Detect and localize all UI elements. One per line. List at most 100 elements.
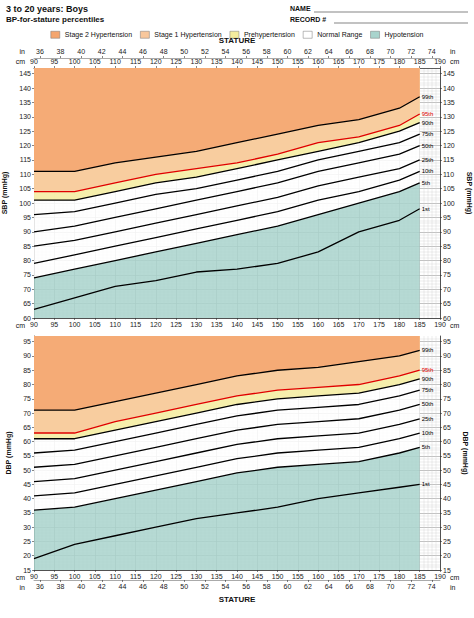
- svg-text:70: 70: [443, 286, 451, 293]
- svg-text:100: 100: [19, 200, 31, 207]
- svg-text:25th: 25th: [422, 416, 434, 422]
- svg-text:60: 60: [23, 438, 31, 445]
- svg-text:36: 36: [36, 583, 44, 590]
- svg-text:25: 25: [23, 538, 31, 545]
- svg-text:5th: 5th: [422, 180, 430, 186]
- svg-text:100: 100: [69, 58, 81, 65]
- svg-text:65: 65: [443, 424, 451, 431]
- svg-text:145: 145: [251, 58, 263, 65]
- svg-text:BP-for-stature percentiles: BP-for-stature percentiles: [6, 15, 105, 24]
- svg-text:40: 40: [23, 495, 31, 502]
- svg-text:85: 85: [443, 243, 451, 250]
- svg-text:120: 120: [19, 142, 31, 149]
- svg-text:95: 95: [23, 214, 31, 221]
- svg-text:170: 170: [353, 58, 365, 65]
- svg-text:170: 170: [353, 573, 365, 580]
- svg-text:70: 70: [23, 286, 31, 293]
- svg-text:38: 38: [57, 583, 65, 590]
- svg-text:155: 155: [292, 573, 304, 580]
- svg-text:140: 140: [443, 85, 455, 92]
- svg-text:115: 115: [130, 321, 141, 328]
- svg-text:140: 140: [231, 321, 243, 328]
- svg-text:58: 58: [263, 583, 271, 590]
- svg-text:RECORD #: RECORD #: [290, 16, 326, 23]
- svg-text:75: 75: [23, 271, 31, 278]
- svg-text:90: 90: [443, 228, 451, 235]
- svg-text:45: 45: [443, 481, 451, 488]
- svg-text:42: 42: [98, 48, 106, 55]
- svg-text:190: 190: [434, 321, 446, 328]
- svg-text:68: 68: [366, 48, 374, 55]
- svg-text:1st: 1st: [422, 206, 430, 212]
- svg-text:175: 175: [373, 321, 385, 328]
- svg-text:90: 90: [30, 321, 38, 328]
- svg-text:160: 160: [312, 321, 324, 328]
- svg-text:90th: 90th: [422, 376, 434, 382]
- svg-text:35: 35: [23, 509, 31, 516]
- svg-text:105: 105: [89, 321, 101, 328]
- svg-text:SBP (mmHg): SBP (mmHg): [1, 172, 9, 215]
- svg-text:38: 38: [57, 48, 65, 55]
- svg-text:185: 185: [414, 58, 426, 65]
- svg-text:80: 80: [443, 257, 451, 264]
- svg-text:145: 145: [251, 573, 263, 580]
- svg-text:115: 115: [130, 573, 141, 580]
- svg-text:10th: 10th: [422, 430, 434, 436]
- svg-text:130: 130: [191, 321, 203, 328]
- svg-text:42: 42: [98, 583, 106, 590]
- svg-text:115: 115: [443, 156, 454, 163]
- svg-text:5th: 5th: [422, 444, 430, 450]
- svg-text:54: 54: [222, 583, 230, 590]
- svg-text:130: 130: [443, 113, 455, 120]
- svg-text:95: 95: [50, 321, 58, 328]
- svg-text:95: 95: [443, 338, 451, 345]
- svg-text:85: 85: [23, 243, 31, 250]
- svg-text:135: 135: [211, 58, 223, 65]
- svg-text:130: 130: [191, 573, 203, 580]
- svg-text:125: 125: [170, 573, 182, 580]
- svg-text:Stage 1 Hypertension: Stage 1 Hypertension: [154, 31, 221, 39]
- svg-text:56: 56: [242, 583, 250, 590]
- svg-text:120: 120: [150, 58, 162, 65]
- svg-text:110: 110: [110, 573, 121, 580]
- svg-text:45: 45: [23, 481, 31, 488]
- svg-text:72: 72: [407, 48, 415, 55]
- svg-text:90: 90: [30, 58, 38, 65]
- svg-text:85: 85: [443, 367, 451, 374]
- svg-text:135: 135: [19, 99, 31, 106]
- svg-text:95: 95: [50, 58, 58, 65]
- svg-text:130: 130: [19, 113, 31, 120]
- svg-text:125: 125: [19, 128, 31, 135]
- svg-text:75: 75: [443, 271, 451, 278]
- svg-text:cm: cm: [16, 322, 26, 329]
- svg-text:90: 90: [443, 352, 451, 359]
- svg-text:160: 160: [312, 58, 324, 65]
- svg-text:46: 46: [139, 583, 147, 590]
- svg-text:74: 74: [428, 48, 436, 55]
- svg-text:75: 75: [23, 395, 31, 402]
- svg-text:Normal Range: Normal Range: [317, 31, 362, 39]
- svg-text:72: 72: [407, 583, 415, 590]
- svg-text:180: 180: [394, 58, 406, 65]
- svg-text:95: 95: [23, 338, 31, 345]
- svg-text:185: 185: [414, 573, 426, 580]
- svg-text:145: 145: [19, 70, 31, 77]
- svg-text:115: 115: [20, 156, 31, 163]
- svg-text:NAME: NAME: [290, 5, 311, 12]
- svg-text:125: 125: [443, 128, 455, 135]
- svg-text:135: 135: [211, 573, 223, 580]
- svg-text:190: 190: [434, 58, 446, 65]
- svg-text:150: 150: [272, 58, 284, 65]
- svg-text:95: 95: [443, 214, 451, 221]
- svg-text:44: 44: [118, 48, 126, 55]
- svg-text:52: 52: [201, 583, 209, 590]
- svg-text:62: 62: [304, 583, 312, 590]
- svg-text:Stage 2 Hypertension: Stage 2 Hypertension: [65, 31, 132, 39]
- svg-text:105: 105: [443, 185, 455, 192]
- svg-text:25th: 25th: [422, 157, 434, 163]
- svg-text:74: 74: [428, 583, 436, 590]
- svg-text:105: 105: [19, 185, 31, 192]
- svg-text:46: 46: [139, 48, 147, 55]
- svg-text:60: 60: [283, 583, 291, 590]
- svg-text:150: 150: [272, 573, 284, 580]
